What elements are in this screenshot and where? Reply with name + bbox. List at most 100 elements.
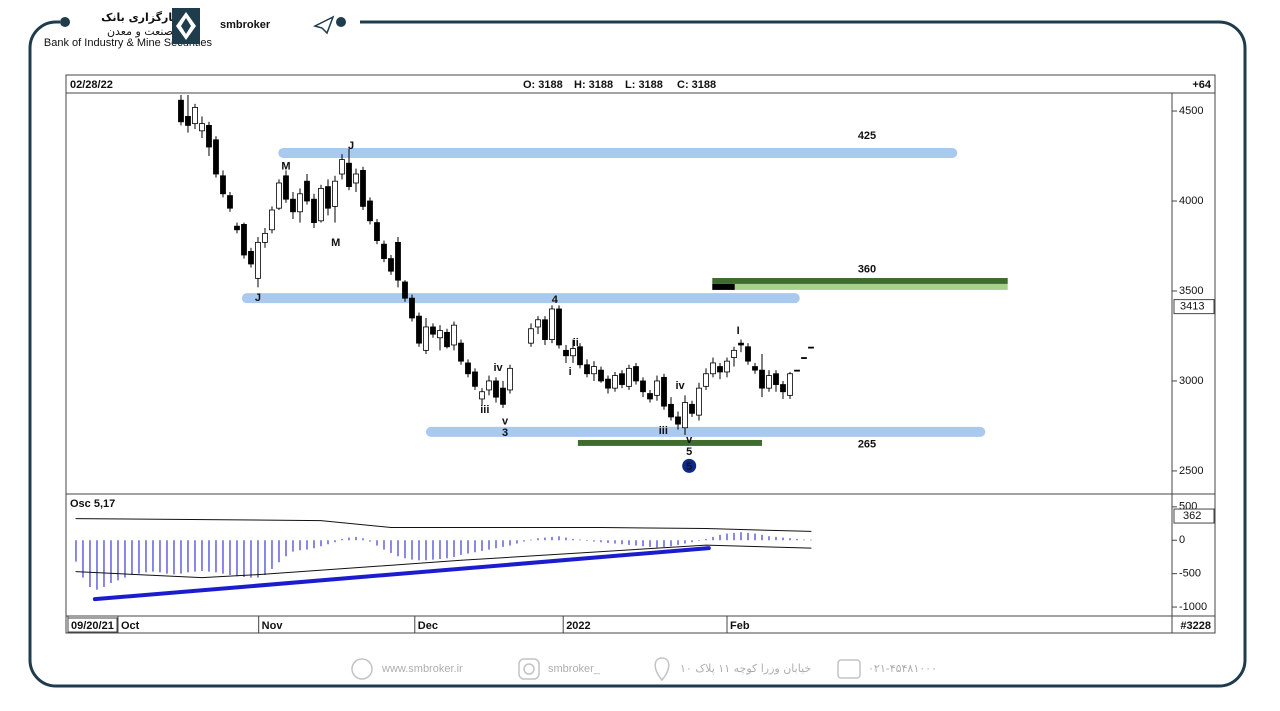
- wave-label: J: [348, 140, 354, 152]
- y-tick-label: -500: [1179, 568, 1201, 580]
- wave-label: v: [686, 434, 693, 446]
- candle-body: [178, 99, 184, 123]
- candle-body: [409, 297, 415, 319]
- candle-body: [402, 281, 408, 299]
- wave-label: iv: [493, 362, 503, 374]
- candle-body: [444, 331, 450, 348]
- candle-body: [213, 139, 219, 175]
- candle-body: [395, 241, 401, 281]
- candle-body: [549, 308, 555, 340]
- candle-body: [745, 346, 751, 362]
- candle-body: [234, 225, 240, 231]
- osc-line: [75, 518, 812, 532]
- wave-label: I: [737, 325, 740, 337]
- level-band: [425, 426, 986, 437]
- candle-body: [486, 380, 492, 391]
- y-tick-label: 3000: [1179, 375, 1203, 387]
- level-label: 265: [858, 439, 876, 451]
- candle-body: [563, 349, 569, 357]
- candle-body: [472, 371, 478, 387]
- candle-body: [584, 364, 590, 375]
- wave-label: v: [502, 415, 509, 427]
- candle-body: [591, 366, 597, 375]
- wave-label: iii: [480, 404, 489, 416]
- candle-body: [276, 182, 282, 209]
- price-marker-box: [1173, 299, 1215, 315]
- candle-body: [332, 180, 338, 207]
- wave-label: J: [255, 292, 261, 304]
- candle-body: [668, 403, 674, 418]
- candle-body: [199, 123, 205, 132]
- candle-body: [248, 250, 254, 265]
- y-tick-label: 3500: [1179, 285, 1203, 297]
- price-marker-label: 3413: [1180, 301, 1204, 313]
- candle-body: [430, 326, 436, 335]
- wave-label: M: [281, 161, 290, 173]
- brand-name: smbroker: [220, 19, 271, 31]
- candle-body: [479, 391, 485, 400]
- x-tick-label: Dec: [418, 620, 438, 632]
- candle-body: [801, 357, 807, 359]
- y-tick-label: 4500: [1179, 105, 1203, 117]
- footer-code: #3228: [1180, 620, 1211, 632]
- candle-body: [577, 346, 583, 366]
- footer-instagram: smbroker_: [548, 663, 601, 675]
- x-tick-label: Nov: [262, 620, 284, 632]
- candle-body: [353, 173, 359, 184]
- candle-body: [640, 380, 646, 393]
- level-band: [241, 293, 800, 304]
- header-high: H: 3188: [574, 79, 613, 91]
- footer-site: www.smbroker.ir: [381, 663, 463, 675]
- plane-icon: [312, 15, 335, 35]
- candle-body: [458, 342, 464, 362]
- candle-body: [318, 187, 324, 222]
- candle-body: [570, 348, 576, 357]
- candle-body: [493, 380, 499, 398]
- candle-body: [500, 387, 506, 405]
- zone: [712, 283, 735, 290]
- candle-body: [717, 366, 723, 373]
- y-tick-label: 2500: [1179, 465, 1203, 477]
- candle-body: [290, 198, 296, 213]
- candle-body: [374, 222, 380, 241]
- x-tick-label: 09/20/21: [71, 620, 114, 632]
- x-tick-label: Oct: [121, 620, 140, 632]
- candle-body: [766, 375, 772, 389]
- candle-body: [731, 349, 737, 358]
- wave-label: M: [331, 237, 340, 249]
- wave-circle: [682, 458, 697, 473]
- candle-body: [465, 362, 471, 375]
- candle-body: [528, 328, 534, 344]
- candle-body: [262, 232, 268, 243]
- zone: [712, 278, 1008, 284]
- wave-label: 5: [686, 446, 692, 458]
- chart-frame: [65, 74, 1216, 634]
- candle-body: [437, 330, 443, 339]
- y-tick-label: -1000: [1179, 601, 1207, 613]
- level-band: [278, 147, 958, 158]
- wave-label: iv: [676, 380, 686, 392]
- candle-body: [388, 258, 394, 272]
- wave-label: iii: [659, 425, 668, 437]
- candle-body: [794, 369, 800, 372]
- candle-body: [192, 107, 198, 125]
- candle-body: [423, 326, 429, 351]
- candle-body: [381, 243, 387, 259]
- candle-body: [647, 393, 653, 400]
- frame-dot: [60, 17, 70, 27]
- footer-address: خیابان وزرا کوچه ۱۱ پلاک ۱۰: [680, 662, 811, 675]
- candle-body: [724, 360, 730, 373]
- header-close: C: 3188: [677, 79, 716, 91]
- candle-body: [339, 159, 345, 175]
- candle-body: [752, 366, 758, 371]
- candle-body: [654, 380, 660, 396]
- header-open: O: 3188: [523, 79, 563, 91]
- candle-body: [696, 387, 702, 416]
- candle-body: [535, 319, 541, 328]
- candle-body: [304, 180, 310, 202]
- zone: [712, 283, 1008, 290]
- candle-body: [598, 369, 604, 382]
- candle-body: [269, 209, 275, 231]
- zone: [577, 439, 762, 446]
- logo-mark: [172, 8, 200, 44]
